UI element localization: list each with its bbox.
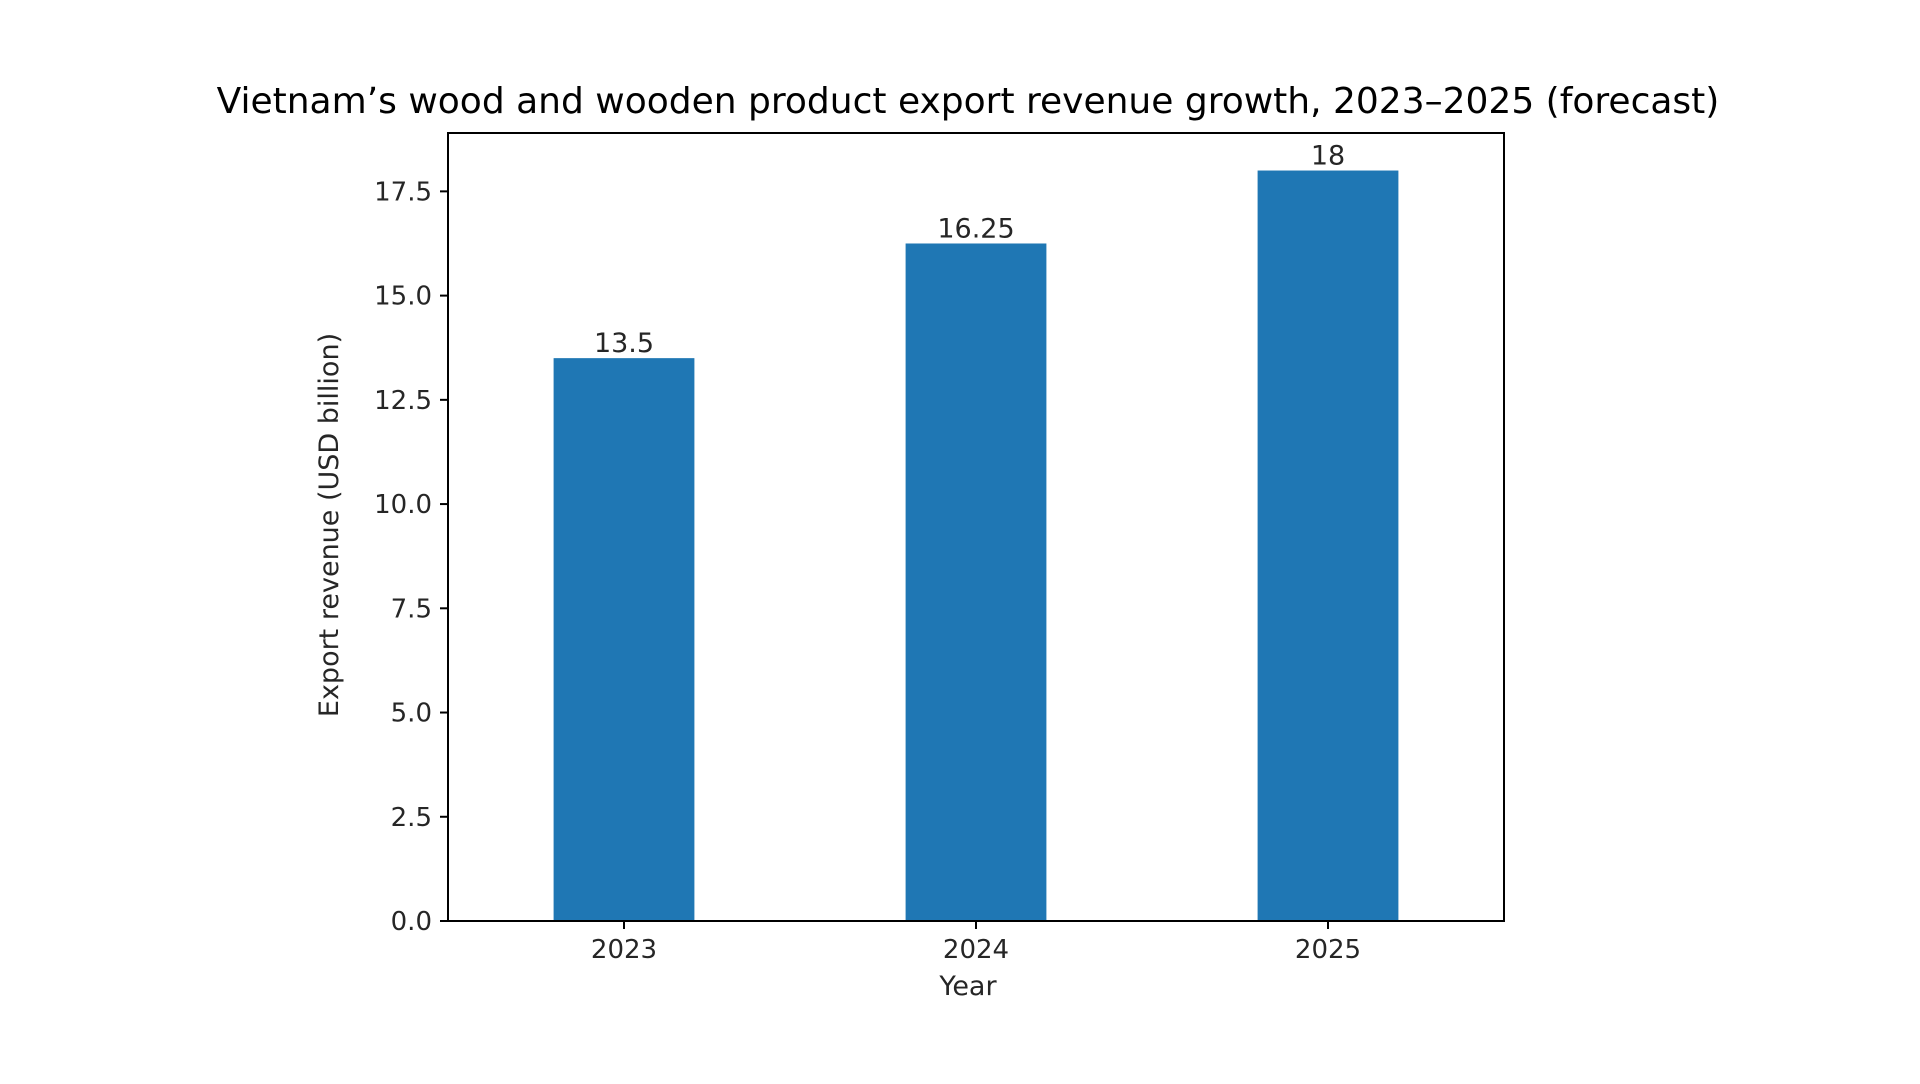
plot-area-frame	[447, 132, 1505, 922]
x-axis-ticks: 2023 2024 2025	[591, 921, 1361, 965]
data-labels-group: 13.5 16.25 18	[594, 141, 1345, 360]
data-label-2025: 18	[1311, 141, 1345, 172]
y-tick-label: 15.0	[374, 282, 432, 312]
x-tick-label-2025: 2025	[1295, 935, 1361, 965]
chart-title: Vietnam’s wood and wooden product export…	[217, 81, 1720, 122]
y-tick-label: 2.5	[391, 803, 432, 833]
y-tick-label: 10.0	[374, 490, 432, 520]
y-tick-label: 12.5	[374, 386, 432, 416]
data-label-2023: 13.5	[594, 328, 654, 359]
y-tick-label: 5.0	[391, 699, 432, 729]
data-label-2024: 16.25	[937, 213, 1014, 244]
bar-2025	[1257, 170, 1399, 921]
y-tick-label: 17.5	[374, 177, 432, 207]
y-tick-label: 7.5	[391, 594, 432, 624]
x-axis-label: Year	[938, 971, 997, 1002]
y-axis-label: Export revenue (USD billion)	[314, 333, 345, 717]
x-tick-label-2024: 2024	[943, 935, 1009, 965]
bar-2024	[905, 243, 1047, 922]
bars-group	[553, 170, 1399, 922]
x-tick-label-2023: 2023	[591, 935, 657, 965]
bar-2023	[553, 358, 695, 922]
y-axis-ticks: 0.0 2.5 5.0 7.5 10.0 12.5 15.0 17.5	[374, 177, 448, 937]
y-tick-label: 0.0	[391, 907, 432, 937]
